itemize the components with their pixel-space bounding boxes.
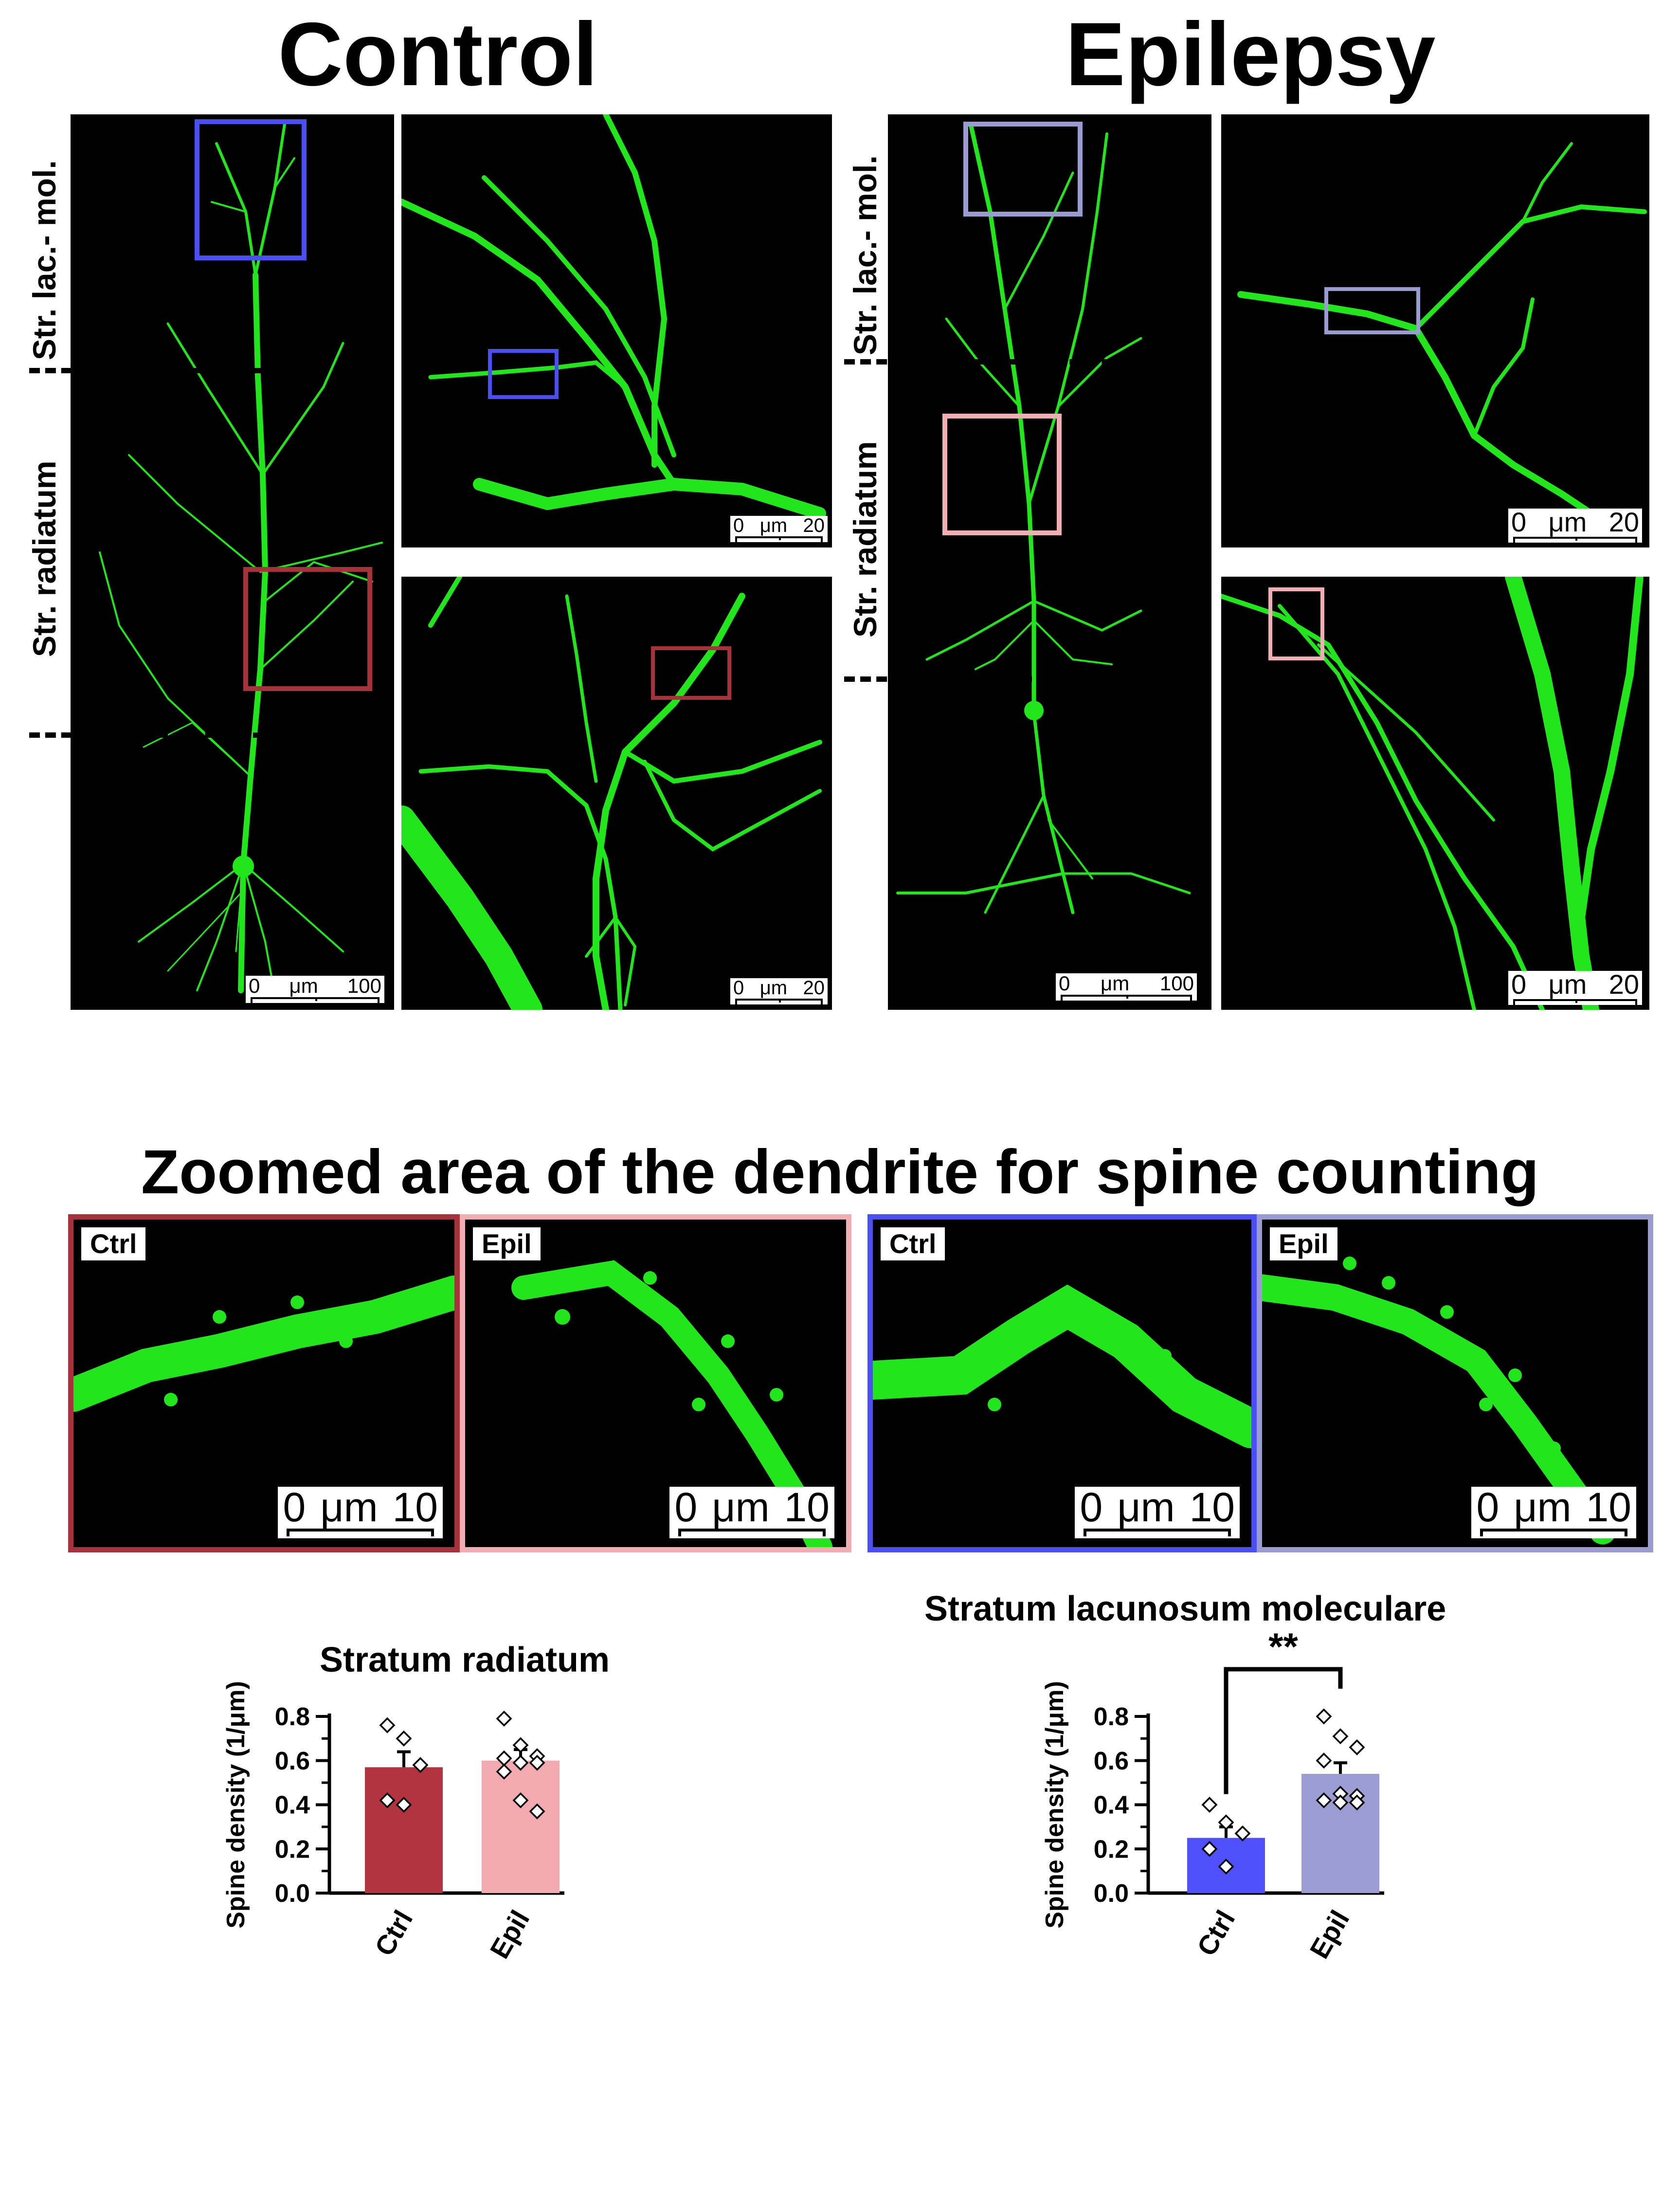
epilepsy-detail-radiatum-image: 0 μm 20 [1221, 577, 1649, 1010]
scale-bar-overview-ctrl: 0 μm 100 [246, 976, 384, 1003]
zoom-tag: Ctrl [81, 1227, 146, 1261]
zoom-scale-bar: 0 μm 10 [1471, 1487, 1636, 1538]
data-point [379, 1717, 396, 1733]
y-tick-label: 0.4 [1094, 1791, 1129, 1820]
scale-bar-detail-ctrl-top: 0 μm 20 [730, 516, 828, 542]
y-axis-label: Spine density (1/μm) [222, 1681, 250, 1929]
scale-bar-overview-epil: 0 μm 100 [1056, 973, 1197, 1001]
data-point [1349, 1794, 1365, 1811]
zoom-panel-epil-radiatum: Epil 0 μm 10 [460, 1214, 851, 1552]
bar-chart-slm: 0.0 0.2 0.4 0.6 0.8 Spine density (1/μm) Ctrl E… [1041, 1625, 1384, 1964]
data-point [512, 1754, 529, 1771]
y-tick-label: 0.6 [275, 1747, 310, 1775]
control-detail-radiatum-image: 0 μm 20 [401, 577, 832, 1010]
data-point [1201, 1841, 1218, 1857]
data-point [1316, 1752, 1332, 1769]
roi-box-rad-ctrl [243, 567, 372, 691]
y-tick-label: 0.8 [275, 1703, 310, 1731]
layer-label-radiatum-epil: Str. radiatum [847, 441, 883, 638]
layer-boundary-bottom-epil [844, 676, 1209, 682]
zoom-scale-bar: 0 μm 10 [669, 1487, 834, 1538]
zoom-tag: Ctrl [881, 1227, 945, 1261]
roi-box-slm-epil-detail [1324, 287, 1420, 334]
y-tick-label: 0.8 [1094, 1703, 1129, 1731]
y-tick-label: 0.0 [1094, 1879, 1129, 1908]
y-tick-label: 0.2 [275, 1835, 310, 1863]
layer-boundary-top-epil [844, 359, 1209, 365]
data-point [496, 1711, 512, 1727]
neuron-image [401, 114, 826, 520]
data-point [496, 1763, 512, 1780]
significance-label: ** [1268, 1625, 1298, 1668]
data-point [1332, 1728, 1349, 1745]
zoom-tag: Epil [473, 1227, 541, 1261]
data-point [529, 1803, 545, 1820]
epilepsy-detail-slm-image: 0 μm 20 [1221, 114, 1649, 547]
data-point [1316, 1708, 1332, 1725]
title-epilepsy: Epilepsy [1065, 4, 1436, 105]
y-tick-label: 0.2 [1094, 1835, 1129, 1863]
layer-label-slm-epil: Str. lac.- mol. [847, 155, 883, 355]
data-point [512, 1792, 529, 1808]
roi-box-slm-ctrl-detail [488, 349, 559, 399]
layer-label-radiatum-ctrl: Str. radiatum [26, 460, 62, 657]
data-point [1332, 1794, 1349, 1811]
significance-bracket [1224, 1667, 1343, 1794]
zoom-panel-ctrl-slm: Ctrl 0 μm 10 [867, 1214, 1257, 1552]
data-point [529, 1754, 545, 1771]
y-axis-label: Spine density (1/μm) [1041, 1681, 1069, 1929]
x-tick-label: Ctrl [369, 1905, 419, 1961]
zoom-scale-bar: 0 μm 10 [278, 1487, 443, 1538]
scale-bar-detail-epil-bottom: 0 μm 20 [1508, 971, 1642, 1005]
y-tick-label: 0.4 [275, 1791, 310, 1820]
scale-bar-detail-epil-top: 0 μm 20 [1508, 509, 1642, 543]
data-point [1349, 1739, 1365, 1755]
control-overview-image: 0 μm 100 [71, 114, 394, 1010]
data-point [396, 1730, 412, 1747]
title-control: Control [278, 4, 598, 105]
data-point [1234, 1825, 1251, 1841]
epilepsy-overview-image: 0 μm 100 [888, 114, 1211, 1010]
neuron-image [1237, 142, 1647, 517]
y-tick-label: 0.6 [1094, 1747, 1129, 1775]
zoom-panel-ctrl-radiatum: Ctrl 0 μm 10 [68, 1214, 460, 1552]
layer-boundary-top-ctrl [29, 368, 392, 373]
neuron-image [73, 1276, 454, 1412]
bar-ctrl [365, 1767, 443, 1893]
layer-boundary-bottom-ctrl [29, 732, 392, 738]
neuron-image [401, 577, 822, 1010]
roi-box-rad-epil [942, 414, 1062, 535]
roi-box-rad-epil-detail [1268, 587, 1324, 660]
layer-label-slm-ctrl: Str. lac.- mol. [26, 160, 62, 360]
bar-chart-radiatum: 0.0 0.2 0.4 0.6 0.8 Spine density (1/μm) Ctrl E… [222, 1681, 564, 1964]
zoom-panel-epil-slm: Epil 0 μm 10 [1257, 1214, 1653, 1552]
neuron-image [1221, 577, 1644, 1010]
x-tick-label: Epil [1303, 1905, 1355, 1964]
x-tick-label: Epil [484, 1905, 535, 1964]
roi-box-slm-epil [963, 122, 1083, 217]
x-tick-label: Ctrl [1191, 1905, 1241, 1961]
roi-box-slm-ctrl [195, 119, 307, 260]
data-point [1218, 1859, 1234, 1875]
roi-box-rad-ctrl-detail [651, 646, 731, 700]
y-tick-label: 0.0 [275, 1879, 310, 1908]
data-point [396, 1797, 412, 1813]
neuron-image [873, 1284, 1251, 1448]
control-detail-slm-image: 0 μm 20 [401, 114, 832, 547]
data-point [512, 1737, 529, 1753]
zoom-tag: Epil [1270, 1227, 1337, 1261]
neuron-image [896, 122, 1191, 914]
chart-title-radiatum: Stratum radiatum [319, 1641, 610, 1679]
chart-title-slm: Stratum lacunosum moleculare [924, 1589, 1446, 1628]
data-point [412, 1757, 429, 1773]
zoom-scale-bar: 0 μm 10 [1075, 1487, 1240, 1538]
data-point [1218, 1814, 1234, 1831]
scale-bar-detail-ctrl-bottom: 0 μm 20 [730, 978, 828, 1004]
bar-epil [482, 1760, 560, 1893]
zoom-section-title: Zoomed area of the dendrite for spine co… [141, 1137, 1539, 1207]
data-point [1201, 1797, 1218, 1813]
data-point [379, 1792, 396, 1808]
data-point [1316, 1792, 1332, 1808]
